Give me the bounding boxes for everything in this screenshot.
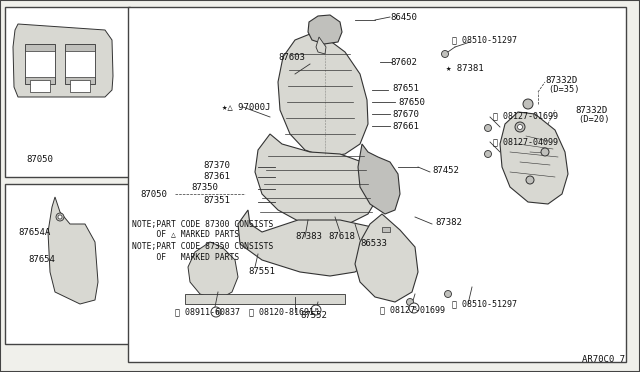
Text: 87382: 87382 — [435, 218, 462, 227]
Polygon shape — [48, 197, 98, 304]
Circle shape — [406, 298, 413, 305]
Polygon shape — [355, 214, 418, 302]
Text: 87618: 87618 — [328, 231, 355, 241]
Text: Ⓑ 08127-01699: Ⓑ 08127-01699 — [493, 112, 558, 121]
Text: (D=35): (D=35) — [548, 84, 579, 93]
Polygon shape — [316, 37, 326, 54]
Bar — [382, 227, 390, 232]
Circle shape — [541, 148, 549, 156]
Text: OF   MARKED PARTS: OF MARKED PARTS — [132, 253, 239, 262]
Text: AR70C0 7: AR70C0 7 — [582, 356, 625, 365]
Text: 86450: 86450 — [390, 13, 417, 22]
Text: 87654: 87654 — [28, 256, 55, 264]
Text: Ⓑ 08120-81691: Ⓑ 08120-81691 — [250, 308, 314, 317]
Circle shape — [518, 125, 522, 129]
Polygon shape — [308, 15, 342, 44]
Text: 87332D: 87332D — [545, 76, 577, 84]
Text: Ⓑ 08127-01699: Ⓑ 08127-01699 — [380, 305, 445, 314]
Circle shape — [58, 215, 62, 219]
Bar — [5, 184, 130, 344]
Text: Ⓑ 08127-04099: Ⓑ 08127-04099 — [493, 138, 558, 147]
Circle shape — [484, 125, 492, 131]
Text: B: B — [314, 308, 318, 312]
Text: ★ 87381: ★ 87381 — [446, 64, 484, 73]
Polygon shape — [13, 24, 113, 97]
Polygon shape — [188, 242, 238, 300]
Circle shape — [311, 305, 321, 315]
Bar — [30, 80, 50, 92]
Polygon shape — [358, 144, 400, 214]
Circle shape — [484, 151, 492, 157]
Text: 87370: 87370 — [203, 160, 230, 170]
Text: N: N — [215, 310, 219, 314]
Text: 87602: 87602 — [390, 58, 417, 67]
Polygon shape — [500, 112, 568, 204]
Circle shape — [409, 303, 419, 313]
Text: B: B — [412, 305, 416, 311]
Circle shape — [523, 99, 533, 109]
Text: (D=20): (D=20) — [578, 115, 609, 124]
Circle shape — [445, 291, 451, 298]
Text: 87603: 87603 — [278, 52, 305, 61]
Bar — [128, 7, 626, 362]
Text: 87650: 87650 — [398, 97, 425, 106]
Text: 87383: 87383 — [295, 231, 322, 241]
Text: Ⓢ 08510-51297: Ⓢ 08510-51297 — [452, 35, 517, 45]
Circle shape — [442, 51, 449, 58]
Text: 87552: 87552 — [300, 311, 327, 321]
Bar — [70, 80, 90, 92]
Text: 87351: 87351 — [203, 196, 230, 205]
Circle shape — [56, 213, 64, 221]
Text: Ⓝ 08911-60837: Ⓝ 08911-60837 — [175, 308, 240, 317]
Circle shape — [526, 176, 534, 184]
Polygon shape — [255, 134, 378, 227]
Text: 87350: 87350 — [191, 183, 218, 192]
Bar — [5, 7, 130, 177]
Text: 87670: 87670 — [392, 109, 419, 119]
Bar — [65, 51, 95, 77]
Text: 86533: 86533 — [360, 240, 387, 248]
Polygon shape — [278, 34, 368, 157]
Text: 87050: 87050 — [27, 154, 53, 164]
Polygon shape — [238, 210, 378, 276]
Text: 87361: 87361 — [203, 171, 230, 180]
Bar — [25, 51, 55, 77]
Text: NOTE;PART CODE 87350 CONSISTS: NOTE;PART CODE 87350 CONSISTS — [132, 243, 273, 251]
Text: 87551: 87551 — [248, 267, 275, 276]
Text: 87654A: 87654A — [18, 228, 51, 237]
Text: Ⓢ 08510-51297: Ⓢ 08510-51297 — [452, 299, 517, 308]
Text: 87651: 87651 — [392, 83, 419, 93]
Polygon shape — [185, 294, 345, 304]
Bar — [65, 44, 95, 84]
Text: 87332D: 87332D — [575, 106, 607, 115]
Text: 87452: 87452 — [432, 166, 459, 174]
Bar — [25, 44, 55, 84]
Text: 87661: 87661 — [392, 122, 419, 131]
Text: OF △ MARKED PARTS: OF △ MARKED PARTS — [132, 230, 239, 238]
Circle shape — [515, 122, 525, 132]
Circle shape — [211, 307, 221, 317]
Text: NOTE;PART CODE 87300 CONSISTS: NOTE;PART CODE 87300 CONSISTS — [132, 219, 273, 228]
Text: ★△ 97000J: ★△ 97000J — [222, 103, 270, 112]
Text: 87050: 87050 — [140, 189, 167, 199]
